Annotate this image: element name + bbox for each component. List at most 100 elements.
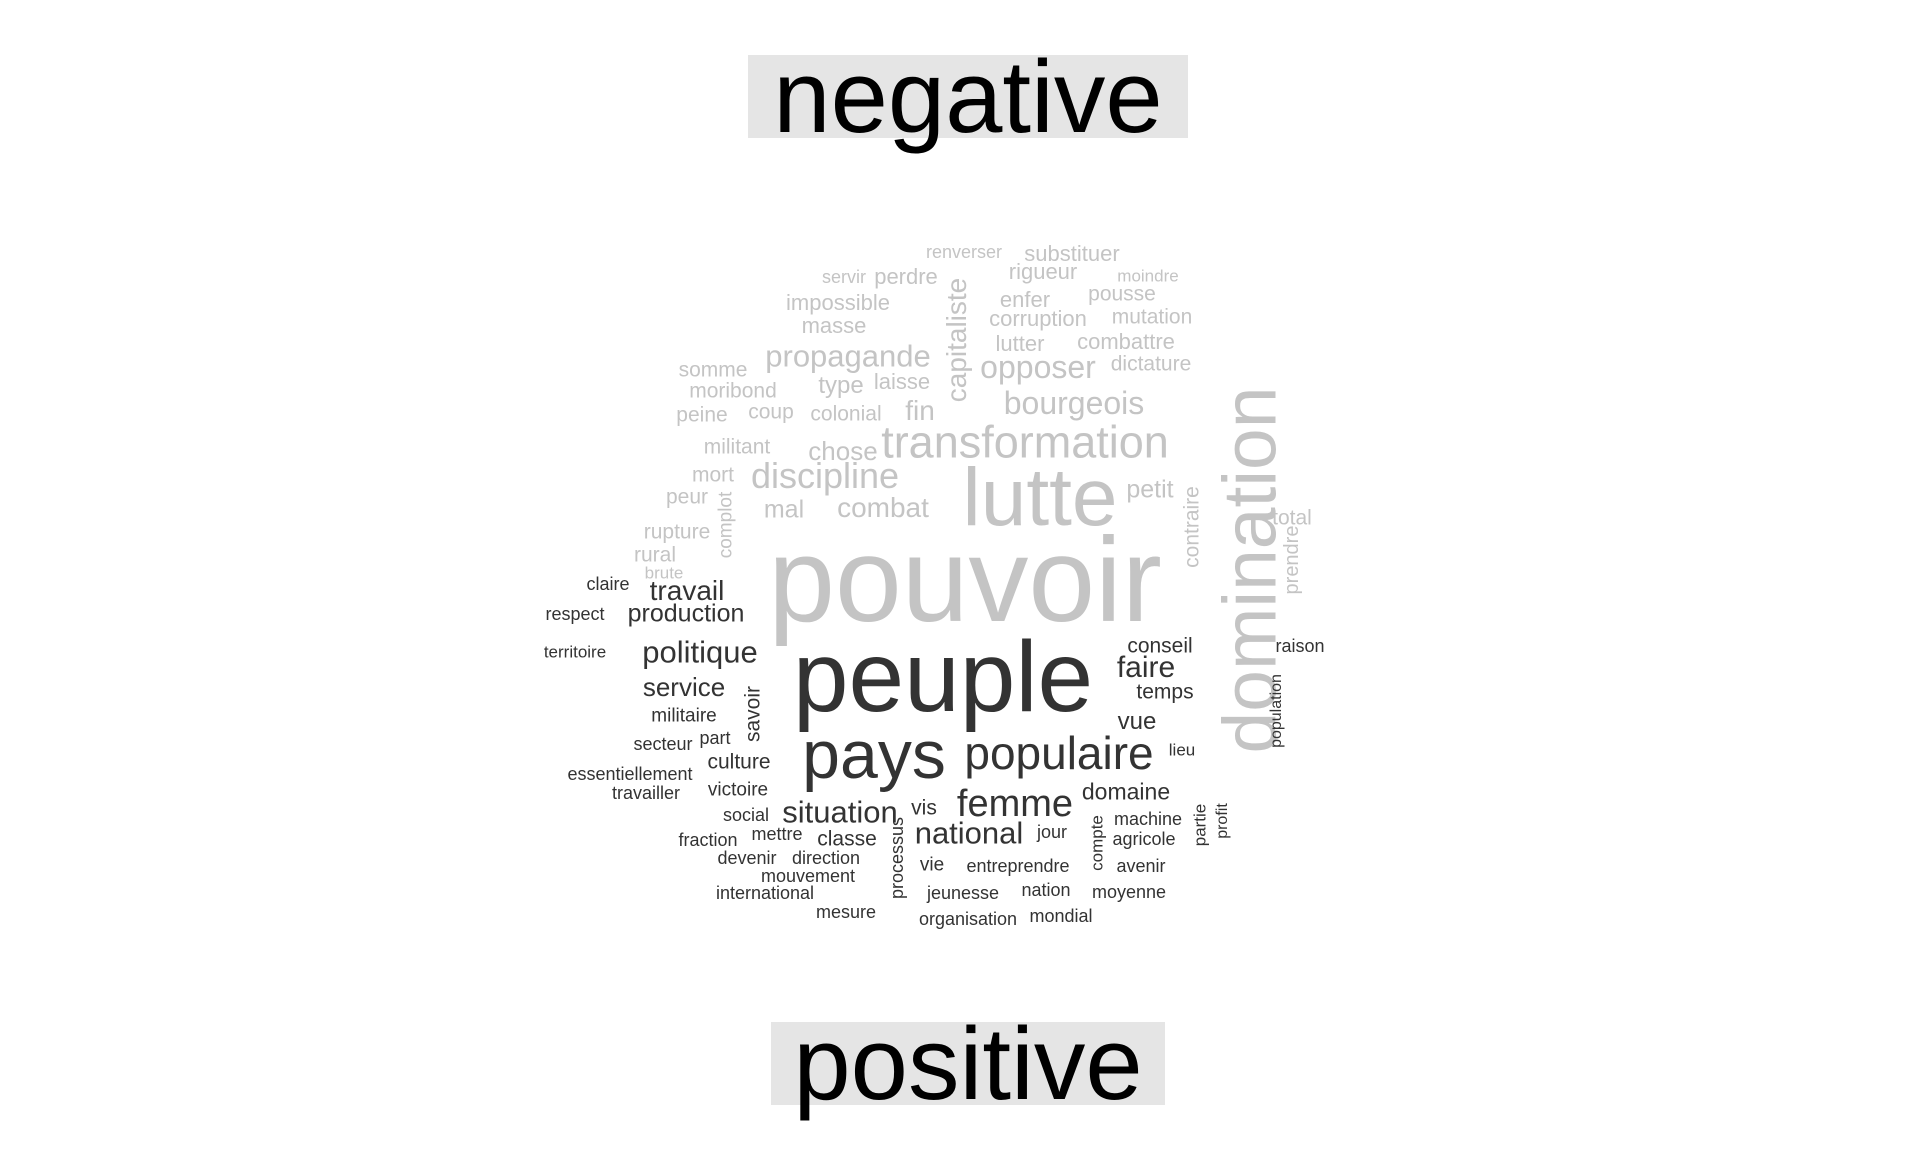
negative-word-pouvoir: pouvoir	[768, 513, 1162, 647]
positive-word-victoire: victoire	[707, 779, 769, 801]
positive-word-jour: jour	[1036, 822, 1068, 842]
positive-word-moyenne: moyenne	[1091, 882, 1167, 902]
positive-word-vue: vue	[1117, 708, 1157, 735]
negative-word-substituer: substituer	[1024, 241, 1120, 266]
negative-word-lutte: lutte	[962, 452, 1118, 543]
negative-word-rural: rural	[633, 543, 677, 567]
positive-word-production: production	[627, 599, 745, 628]
positive-word-femme: femme	[956, 783, 1074, 825]
positive-word-service: service	[642, 672, 726, 702]
negative-word-peine: peine	[676, 403, 728, 427]
positive-word-culture: culture	[707, 750, 771, 774]
positive-word-lieu: lieu	[1168, 740, 1196, 760]
negative-word-enfer: enfer	[999, 287, 1051, 312]
negative-word-moindre: moindre	[1117, 266, 1179, 286]
negative-word-lutter: lutter	[995, 331, 1045, 356]
negative-word-perdre: perdre	[874, 264, 938, 289]
negative-word-peur: peur	[665, 485, 709, 509]
negative-word-moribond: moribond	[689, 379, 777, 403]
positive-word-militaire: militaire	[651, 705, 717, 727]
positive-word-pays: pays	[802, 717, 946, 793]
negative-word-laisse: laisse	[873, 369, 931, 394]
positive-word-agricole: agricole	[1112, 829, 1176, 849]
positive-word-travailler: travailler	[611, 783, 681, 803]
positive-word-conseil: conseil	[1127, 634, 1193, 658]
positive-word-jeunesse: jeunesse	[926, 883, 1000, 903]
positive-word-essentiellement: essentiellement	[567, 764, 693, 784]
positive-word-claire: claire	[586, 574, 630, 594]
negative-word-dictature: dictature	[1110, 352, 1192, 376]
negative-word-mutation: mutation	[1111, 305, 1193, 329]
negative-word-somme: somme	[678, 358, 748, 382]
negative-word-rupture: rupture	[643, 520, 711, 544]
positive-word-savoir: savoir	[741, 685, 765, 743]
negative-word-propagande: propagande	[765, 338, 931, 374]
positive-word-machine: machine	[1113, 809, 1183, 829]
positive-label: positive	[771, 1012, 1165, 1115]
negative-word-opposer: opposer	[980, 349, 1096, 385]
positive-word-respect: respect	[545, 604, 605, 624]
positive-word-vis: vis	[911, 796, 937, 820]
negative-word-discipline: discipline	[750, 455, 900, 496]
positive-word-faire: faire	[1116, 651, 1176, 684]
negative-word-corruption: corruption	[989, 306, 1087, 331]
positive-word-direction: direction	[791, 848, 861, 868]
positive-word-mettre: mettre	[751, 824, 803, 844]
positive-word-organisation: organisation	[918, 909, 1018, 929]
positive-word-compte: compte	[1087, 815, 1107, 871]
negative-word-chose: chose	[808, 436, 878, 466]
positive-word-avenir: avenir	[1116, 856, 1166, 876]
negative-word-transformation: transformation	[881, 416, 1169, 468]
negative-word-combattre: combattre	[1077, 329, 1175, 354]
positive-word-entreprendre: entreprendre	[966, 856, 1070, 876]
positive-word-mondial: mondial	[1029, 906, 1093, 926]
negative-word-total: total	[1272, 506, 1312, 530]
positive-word-vie: vie	[919, 854, 945, 876]
positive-word-national: national	[914, 815, 1024, 851]
negative-word-complot: complot	[715, 491, 737, 559]
positive-word-secteur: secteur	[633, 734, 693, 754]
positive-word-populaire: populaire	[964, 727, 1154, 779]
negative-word-pousse: pousse	[1088, 282, 1156, 306]
negative-word-type: type	[818, 372, 864, 399]
positive-word-international: international	[715, 883, 815, 903]
positive-word-domaine: domaine	[1081, 778, 1171, 805]
negative-word-bourgeois: bourgeois	[1003, 385, 1145, 421]
negative-word-coup: coup	[748, 400, 794, 424]
positive-word-devenir: devenir	[717, 848, 777, 868]
negative-word-fin: fin	[905, 395, 935, 426]
negative-word-servir: servir	[822, 267, 866, 287]
positive-word-peuple: peuple	[792, 621, 1094, 733]
positive-word-travail: travail	[649, 575, 725, 606]
positive-word-processus: processus	[887, 816, 907, 900]
negative-word-masse: masse	[801, 313, 867, 338]
negative-label: negative	[748, 45, 1188, 148]
positive-word-territoire: territoire	[543, 642, 607, 662]
negative-word-renverser: renverser	[925, 242, 1003, 262]
positive-word-temps: temps	[1136, 680, 1194, 704]
positive-word-social: social	[722, 805, 770, 825]
negative-word-colonial: colonial	[810, 402, 882, 426]
negative-word-petit: petit	[1126, 475, 1174, 504]
positive-word-nation: nation	[1021, 880, 1071, 900]
negative-word-prendre: prendre	[1281, 525, 1303, 595]
negative-word-militant: militant	[703, 435, 771, 459]
positive-word-part: part	[699, 728, 731, 748]
positive-word-profit: profit	[1214, 803, 1231, 839]
negative-word-brute: brute	[644, 563, 684, 583]
positive-word-partie: partie	[1190, 803, 1210, 847]
positive-word-fraction: fraction	[678, 830, 738, 850]
positive-word-situation: situation	[782, 794, 898, 830]
positive-word-population: population	[1268, 674, 1285, 748]
positive-word-raison: raison	[1275, 636, 1325, 656]
negative-word-rigueur: rigueur	[1008, 259, 1078, 284]
negative-word-capitaliste: capitaliste	[941, 277, 972, 403]
negative-word-impossible: impossible	[786, 290, 890, 315]
positive-word-mesure: mesure	[815, 902, 877, 922]
positive-word-mouvement: mouvement	[760, 866, 856, 886]
positive-word-classe: classe	[817, 827, 877, 851]
negative-word-contraire: contraire	[1180, 486, 1204, 568]
positive-word-politique: politique	[642, 634, 758, 670]
negative-word-mal: mal	[763, 495, 805, 524]
